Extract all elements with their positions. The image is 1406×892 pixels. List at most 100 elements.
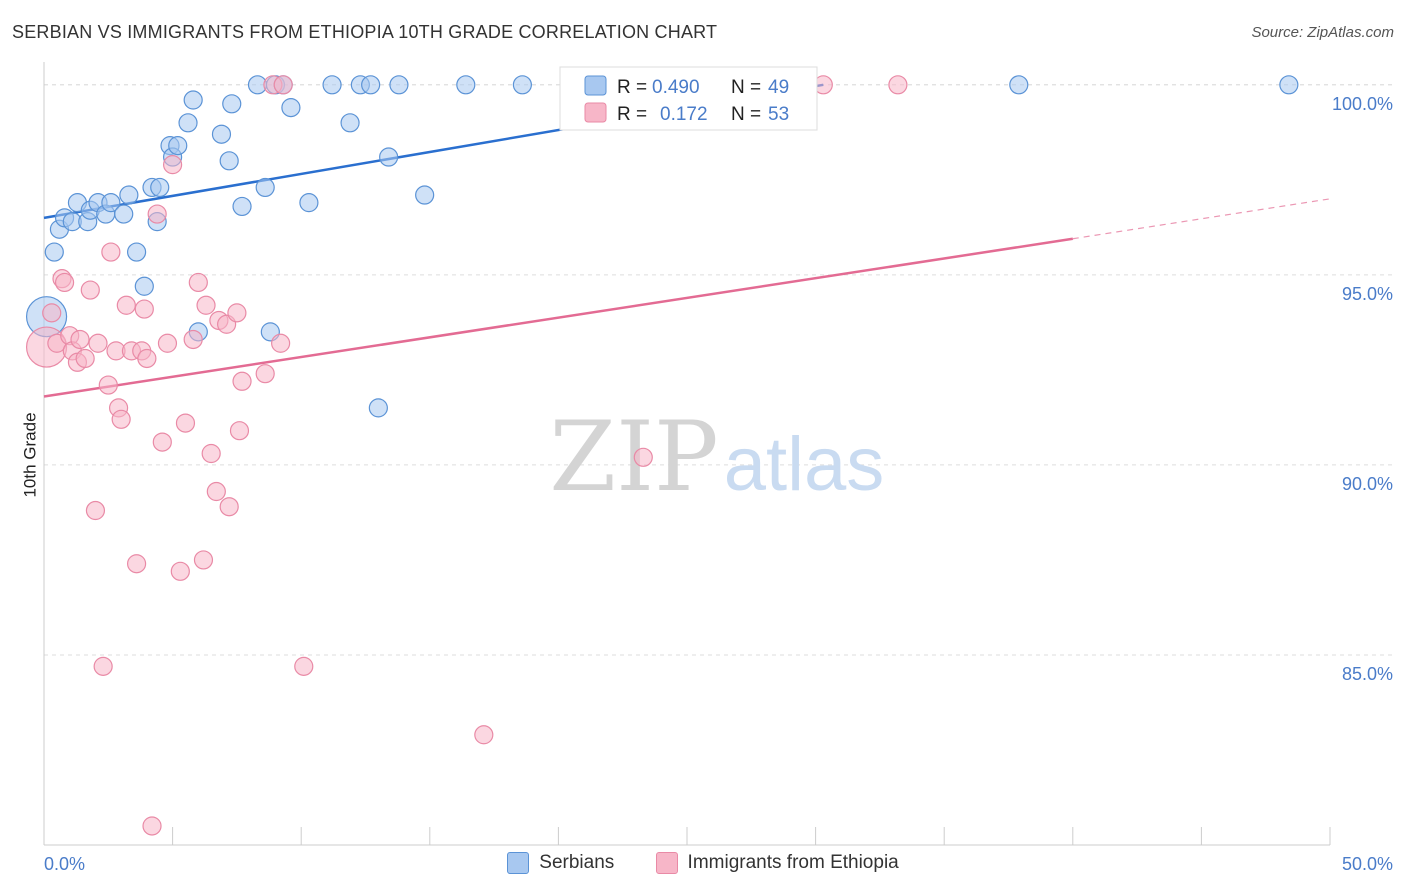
stats-r-label-2: R = bbox=[617, 104, 647, 125]
ethiopia-point bbox=[175, 413, 196, 433]
ethiopia-point bbox=[163, 155, 183, 175]
serbians-point bbox=[368, 398, 388, 418]
ethiopia-point bbox=[142, 816, 162, 836]
ethiopia-point bbox=[147, 204, 167, 224]
ethiopia-point bbox=[101, 242, 121, 262]
stats-r-value-2: 0.172 bbox=[660, 104, 708, 125]
y-tick-label: 100.0% bbox=[1332, 94, 1393, 114]
ethiopia-point bbox=[70, 329, 90, 350]
ethiopia-point bbox=[134, 299, 154, 319]
ethiopia-point bbox=[183, 329, 203, 350]
serbians-point bbox=[281, 98, 301, 118]
serbians-point bbox=[255, 177, 275, 198]
ethiopia-point bbox=[201, 443, 221, 464]
ethiopia-point bbox=[294, 656, 314, 676]
serbians-point bbox=[114, 204, 134, 224]
serbians-point bbox=[211, 124, 232, 144]
serbians-point bbox=[512, 75, 532, 95]
tick-labels: 100.0% 95.0% 90.0% 85.0% 0.0% 50.0% bbox=[44, 94, 1393, 874]
ethiopia-point bbox=[75, 348, 95, 369]
serbians-point bbox=[361, 75, 381, 95]
serbians-point bbox=[119, 185, 139, 205]
ethiopia-point bbox=[188, 272, 208, 293]
legend-label-serbians: Serbians bbox=[539, 852, 615, 873]
serbians-point bbox=[222, 94, 242, 114]
watermark: ZIP atlas bbox=[549, 401, 884, 513]
stats-n-value-1: 49 bbox=[768, 77, 789, 98]
serbians-point bbox=[415, 185, 435, 205]
ethiopia-point bbox=[206, 481, 226, 502]
watermark-atlas: atlas bbox=[724, 422, 885, 507]
serbians-point bbox=[44, 242, 64, 262]
serbians-point bbox=[299, 193, 319, 213]
stats-r-value-1: 0.490 bbox=[652, 77, 700, 98]
axes bbox=[43, 62, 1331, 846]
stats-swatch-ethiopia bbox=[584, 102, 607, 123]
ethiopia-point bbox=[273, 75, 293, 95]
ethiopia-point bbox=[232, 371, 252, 391]
ethiopia-point bbox=[633, 447, 653, 467]
serbians-point bbox=[178, 113, 198, 133]
ethiopia-trend-extension bbox=[1072, 198, 1331, 240]
ethiopia-point bbox=[219, 497, 239, 517]
stats-n-label-2: N = bbox=[731, 104, 761, 125]
series-legend: Serbians Immigrants from Ethiopia bbox=[0, 852, 1406, 880]
ethiopia-point bbox=[116, 295, 136, 315]
serbians-point bbox=[150, 177, 170, 198]
stats-legend: R = 0.490 N = 49 R = 0.172 N = 53 bbox=[559, 66, 818, 131]
x-tick-label-left: 0.0% bbox=[44, 854, 85, 874]
serbians-point bbox=[1279, 75, 1299, 95]
serbians-point bbox=[134, 276, 154, 296]
ethiopia-point bbox=[85, 500, 106, 521]
ethiopia-point bbox=[152, 432, 172, 452]
stats-n-label-1: N = bbox=[731, 77, 761, 98]
ethiopia-point bbox=[193, 550, 214, 570]
legend-label-ethiopia: Immigrants from Ethiopia bbox=[687, 852, 899, 873]
stats-n-value-2: 53 bbox=[768, 104, 789, 125]
stats-r-label-1: R = bbox=[617, 77, 647, 98]
serbians-point bbox=[101, 193, 121, 213]
serbians-point bbox=[1009, 75, 1029, 95]
y-tick-label: 90.0% bbox=[1342, 474, 1393, 494]
ethiopia-point bbox=[474, 725, 494, 745]
serbians-point bbox=[379, 147, 399, 167]
stats-swatch-serbians bbox=[584, 75, 607, 96]
serbians-point bbox=[219, 151, 239, 171]
serbians-point bbox=[340, 113, 360, 133]
ethiopia-point bbox=[888, 75, 908, 95]
ethiopia-point bbox=[170, 561, 190, 581]
ethiopia-point bbox=[42, 303, 62, 323]
trend-lines bbox=[43, 83, 1331, 398]
serbians-point bbox=[232, 196, 252, 217]
ethiopia-point bbox=[54, 272, 75, 293]
ethiopia-point bbox=[98, 375, 118, 395]
y-tick-label: 85.0% bbox=[1342, 664, 1393, 684]
ethiopia-point bbox=[196, 295, 216, 315]
serbians-point bbox=[168, 136, 188, 156]
serbians-point bbox=[389, 75, 409, 95]
x-tick-label-right: 50.0% bbox=[1342, 854, 1393, 874]
ethiopia-point bbox=[271, 333, 291, 353]
legend-item-ethiopia[interactable]: Immigrants from Ethiopia bbox=[655, 852, 899, 874]
ethiopia-point bbox=[111, 409, 131, 429]
ethiopia-point bbox=[126, 554, 147, 574]
data-points bbox=[25, 75, 1299, 836]
legend-item-serbians[interactable]: Serbians bbox=[507, 852, 614, 874]
serbians-point bbox=[126, 242, 147, 262]
ethiopia-trend-line bbox=[43, 237, 1073, 398]
y-tick-label: 95.0% bbox=[1342, 284, 1393, 304]
ethiopia-point bbox=[80, 280, 100, 300]
serbians-point bbox=[322, 75, 342, 95]
ethiopia-point bbox=[88, 333, 108, 353]
chart-title: SERBIAN VS IMMIGRANTS FROM ETHIOPIA 10TH… bbox=[12, 22, 718, 42]
ethiopia-point bbox=[229, 421, 250, 441]
ethiopia-point bbox=[93, 656, 113, 676]
ethiopia-point bbox=[227, 303, 247, 323]
serbians-point bbox=[456, 75, 476, 95]
serbians-point bbox=[183, 90, 203, 110]
ethiopia-point bbox=[255, 364, 275, 384]
ethiopia-point bbox=[137, 348, 157, 369]
legend-swatch-serbians bbox=[507, 852, 530, 874]
gridlines bbox=[44, 84, 1395, 656]
